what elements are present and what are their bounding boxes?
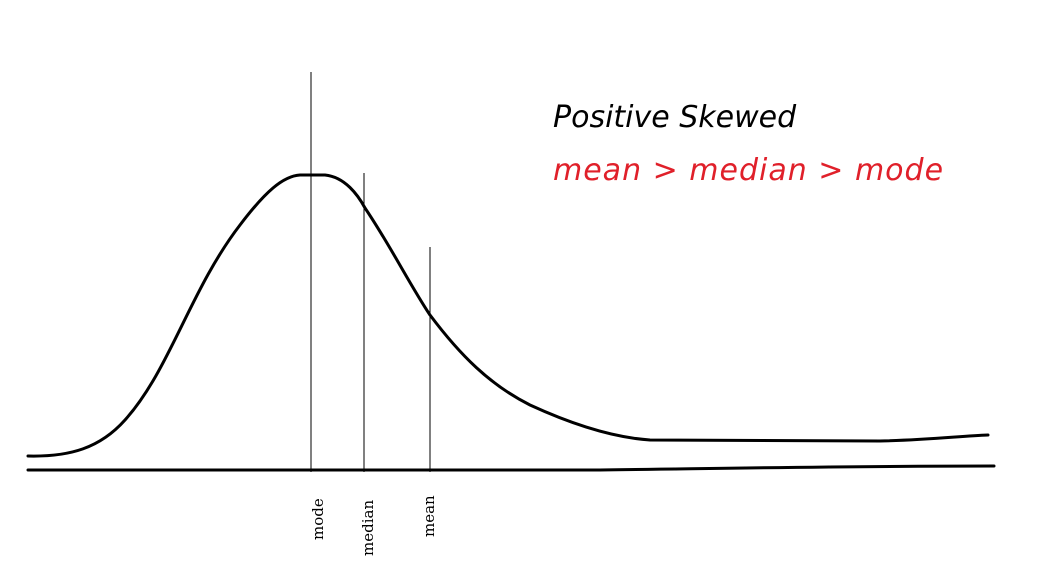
baseline-axis	[26, 464, 996, 472]
diagram-title: Positive Skewed	[553, 100, 797, 135]
skew-relation: mean > median > mode	[553, 153, 944, 188]
mode-label: mode	[309, 498, 327, 540]
distribution-curve	[26, 173, 990, 458]
median-label: median	[359, 500, 377, 556]
mean-label: mean	[420, 495, 438, 537]
